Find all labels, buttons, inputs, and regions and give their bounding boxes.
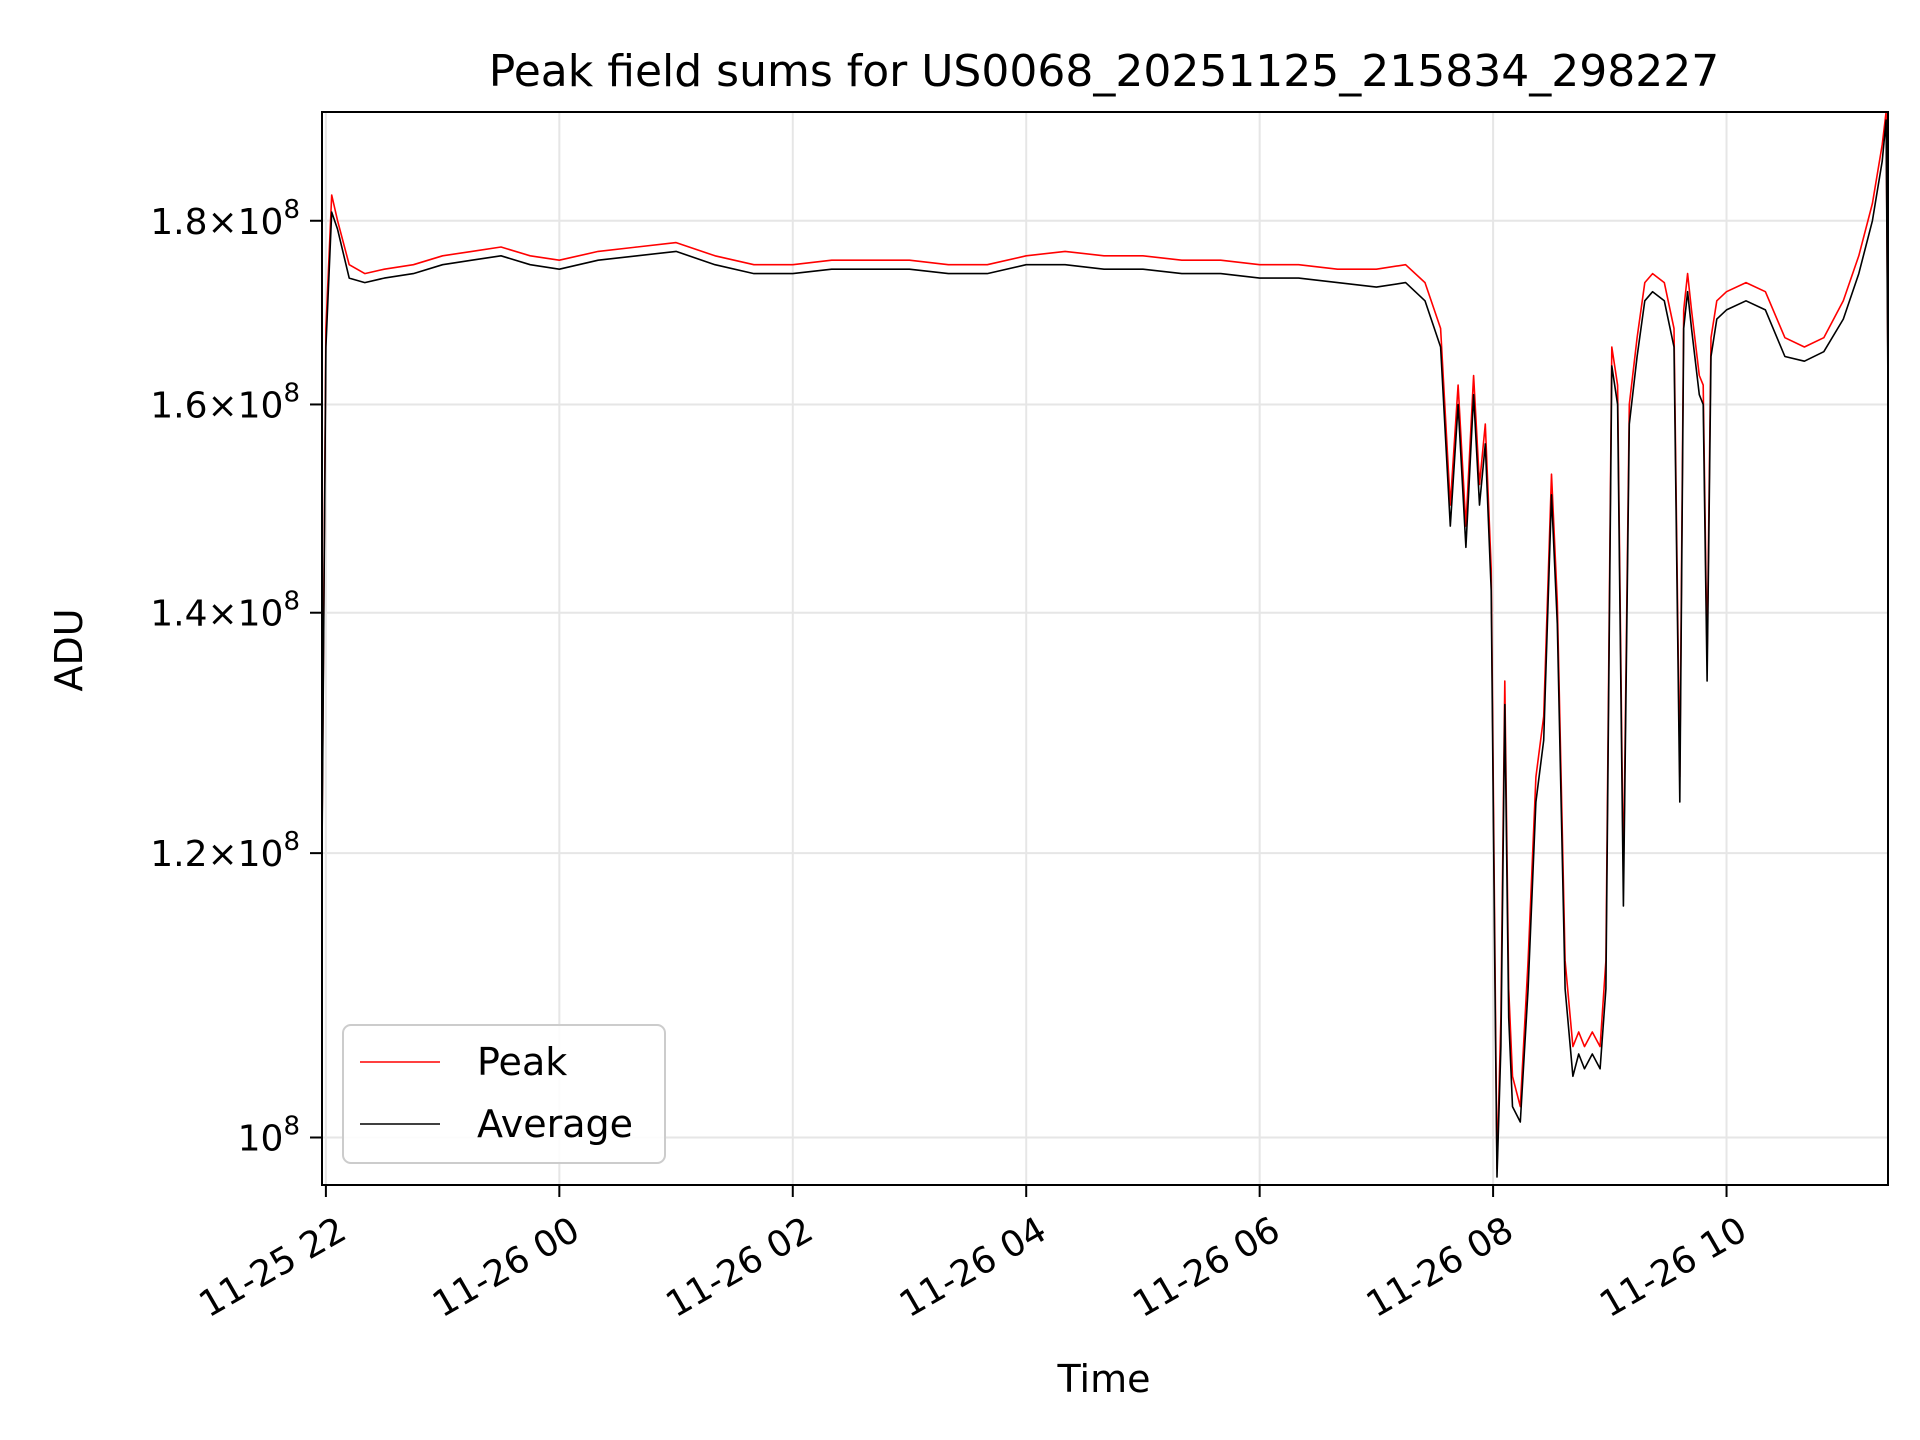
y-tick-label: 1.4×108 [150,587,300,635]
legend: Peak Average [342,1024,666,1164]
y-tick-label: 1.2×108 [150,827,300,875]
y-tick-label: 1.8×108 [150,195,300,243]
legend-frame [342,1024,666,1164]
series-layer [322,112,1888,1178]
chart-title: Peak field sums for US0068_20251125_2158… [489,46,1719,97]
x-axis-label: Time [1057,1357,1151,1401]
plot-frame [321,111,1889,1186]
y-axis-label: ADU [47,608,91,691]
y-axis: 108 1.2×108 1.4×108 1.6×108 1.8×108 [150,195,322,1159]
legend-item-average: Average [360,1102,633,1146]
legend-label-peak: Peak [477,1040,567,1084]
y-tick-label: 1.6×108 [150,378,300,426]
legend-label-average: Average [477,1102,633,1146]
legend-item-peak: Peak [360,1040,567,1084]
series-line-average [322,119,1888,1178]
y-tick-label: 108 [238,1111,300,1159]
